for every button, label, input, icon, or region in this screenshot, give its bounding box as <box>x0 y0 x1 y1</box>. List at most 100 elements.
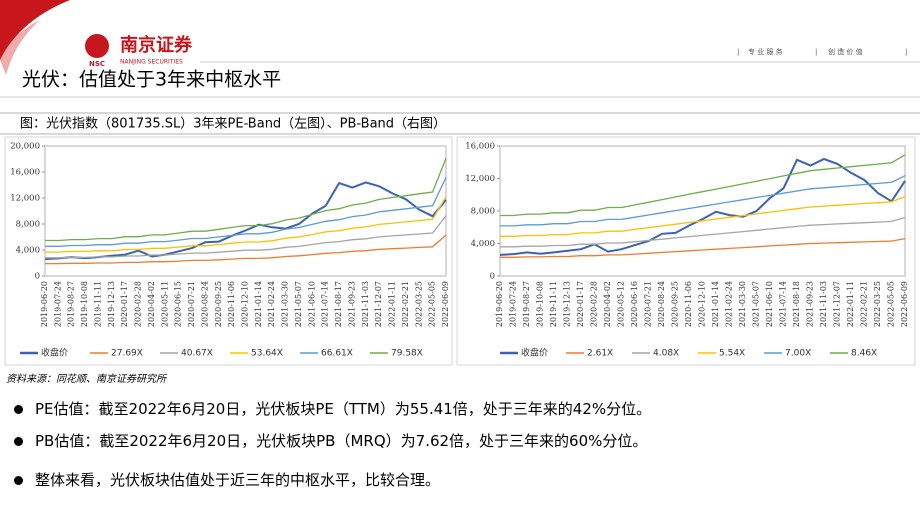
series-line <box>500 216 906 248</box>
x-tick-label: 2021-08-17 <box>334 281 343 327</box>
series-line <box>500 154 906 217</box>
x-tick-label: 2020-06-16 <box>630 281 639 327</box>
x-tick-label: 2020-11-06 <box>227 281 236 327</box>
x-tick-label: 2021-09-23 <box>347 281 356 327</box>
x-tick-label: 2019-12-13 <box>563 281 572 327</box>
x-tick-label: 2019-10-08 <box>536 281 545 327</box>
x-tick-label: 2020-09-25 <box>214 281 223 327</box>
x-tick-label: 2021-11-03 <box>361 281 370 327</box>
x-tick-label: 2021-06-10 <box>307 281 316 327</box>
x-tick-label: 2020-02-28 <box>134 281 143 327</box>
x-tick-label: 2021-07-14 <box>321 281 330 327</box>
y-tick-label: 12,000 <box>10 194 40 204</box>
brand-en: NANJING SECURITIES <box>120 59 183 66</box>
slogan: 专 业 服 务 <box>748 47 783 56</box>
y-tick-label: 4,000 <box>16 246 40 256</box>
legend-label: 79.58X <box>391 349 423 359</box>
x-tick-label: 2019-07-24 <box>509 281 518 327</box>
x-tick-label: 2022-03-25 <box>414 281 423 327</box>
legend-label: 5.54X <box>719 349 745 359</box>
x-tick-label: 2021-09-23 <box>806 281 815 327</box>
x-tick-label: 2021-06-10 <box>765 281 774 327</box>
brand: 南京证券 <box>120 34 193 56</box>
x-tick-label: 2020-04-02 <box>603 281 612 327</box>
series-line <box>45 158 447 242</box>
series-line <box>44 181 447 261</box>
x-tick-label: 2021-12-07 <box>833 281 842 327</box>
x-tick-label: 2021-01-14 <box>711 281 720 327</box>
legend-label: 收盘价 <box>41 347 68 359</box>
x-tick-label: 2021-02-24 <box>267 281 276 327</box>
series-line <box>500 195 906 237</box>
x-tick-label: 2020-04-02 <box>147 281 156 327</box>
slogan-sep: | <box>905 48 907 56</box>
x-tick-label: 2019-10-08 <box>80 281 89 327</box>
series-line <box>500 237 906 258</box>
x-tick-label: 2020-09-25 <box>671 281 680 327</box>
x-tick-label: 2020-12-10 <box>241 281 250 327</box>
legend-label: 4.08X <box>653 349 679 359</box>
legend-label: 7.00X <box>785 349 811 359</box>
legend-label: 66.61X <box>321 349 353 359</box>
x-tick-label: 2019-06-20 <box>40 281 49 327</box>
y-tick-label: 20,000 <box>10 142 40 152</box>
x-tick-label: 2019-07-24 <box>53 281 62 327</box>
x-tick-label: 2022-03-25 <box>873 281 882 327</box>
x-tick-label: 2019-11-11 <box>93 281 102 327</box>
logo-abbr: NSC <box>89 60 105 68</box>
x-tick-label: 2021-01-14 <box>254 281 263 327</box>
figure-caption: 图：光伏指数（801735.SL）3年来PE-Band（左图）、PB-Band（… <box>20 117 446 132</box>
series-line <box>500 175 906 227</box>
series-line <box>45 196 447 253</box>
y-tick-label: 8,000 <box>471 207 495 217</box>
series-line <box>45 177 447 247</box>
x-tick-label: 2022-02-21 <box>860 281 869 327</box>
y-tick-label: 16,000 <box>10 168 40 178</box>
y-tick-label: 0 <box>490 272 495 282</box>
y-tick-label: 12,000 <box>465 174 495 184</box>
x-tick-label: 2022-01-11 <box>846 281 855 327</box>
series-line <box>45 234 447 265</box>
x-tick-label: 2020-07-21 <box>644 281 653 327</box>
x-tick-label: 2020-05-12 <box>617 281 626 327</box>
x-tick-label: 2020-12-10 <box>698 281 707 327</box>
x-tick-label: 2019-12-13 <box>107 281 116 327</box>
x-tick-label: 2020-11-06 <box>684 281 693 327</box>
x-tick-label: 2021-03-30 <box>738 281 747 327</box>
slogan-sep: | <box>815 48 817 56</box>
slogan: 创 造 价 值 <box>828 47 863 56</box>
legend-label: 2.61X <box>587 349 613 359</box>
x-tick-label: 2021-03-30 <box>281 281 290 327</box>
legend-label: 8.46X <box>851 349 877 359</box>
x-tick-label: 2022-02-21 <box>401 281 410 327</box>
slide-title: 光伏：估值处于3年来中枢水平 <box>22 69 281 91</box>
x-tick-label: 2020-01-17 <box>576 281 585 327</box>
x-tick-label: 2021-11-03 <box>819 281 828 327</box>
series-line <box>45 215 447 259</box>
bullet: 整体来看，光伏板块估值处于近三年的中枢水平，比较合理。 <box>14 469 440 490</box>
y-tick-label: 0 <box>35 272 40 282</box>
x-tick-label: 2020-08-24 <box>200 281 209 327</box>
x-tick-label: 2022-06-09 <box>900 281 909 327</box>
x-tick-label: 2019-11-11 <box>549 281 558 327</box>
x-tick-label: 2021-08-18 <box>792 281 801 327</box>
x-tick-label: 2019-08-27 <box>67 281 76 327</box>
x-tick-label: 2020-01-17 <box>120 281 129 327</box>
x-tick-label: 2021-12-07 <box>374 281 383 327</box>
legend-label: 收盘价 <box>521 347 548 359</box>
x-tick-label: 2020-07-21 <box>187 281 196 327</box>
chart-frame <box>456 136 916 366</box>
series-line <box>499 157 906 256</box>
x-tick-label: 2021-07-14 <box>779 281 788 327</box>
plot-area <box>44 145 447 277</box>
logo-mark <box>85 34 109 58</box>
source-note: 资料来源：同花顺、南京证券研究所 <box>6 373 168 385</box>
bullet: PB估值：截至2022年6月20日，光伏板块PB（MRQ）为7.62倍，处于三年… <box>14 430 647 451</box>
legend-label: 53.64X <box>251 349 283 359</box>
x-tick-label: 2020-08-24 <box>657 281 666 327</box>
chart-frame <box>4 136 453 366</box>
red-swoosh-2 <box>0 20 40 75</box>
x-tick-label: 2022-06-09 <box>441 281 450 327</box>
y-tick-label: 4,000 <box>471 239 495 249</box>
slogan-sep: | <box>737 48 739 56</box>
